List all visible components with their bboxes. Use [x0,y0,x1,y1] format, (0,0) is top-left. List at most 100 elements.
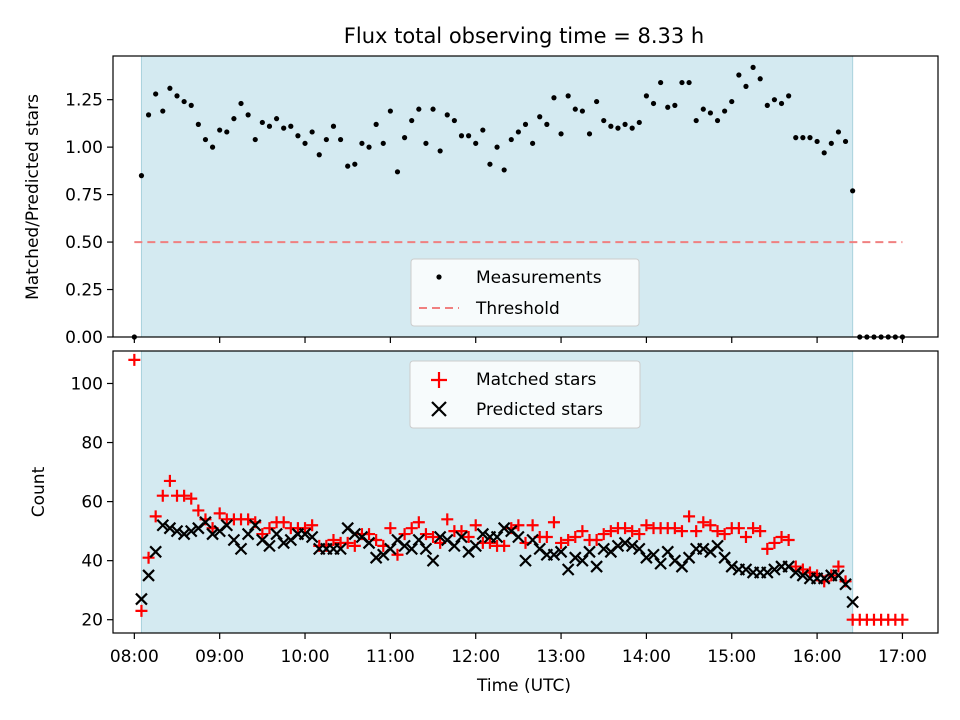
bottom-ytick-label: 100 [71,374,103,394]
predicted-star-point [640,551,653,564]
top-x-ticks [133,337,904,343]
measurement-point [487,161,493,167]
predicted-star-point [711,539,724,553]
measurement-point [530,140,536,146]
matched-star-point [547,516,560,529]
measurement-point [323,136,329,143]
predicted-star-point [149,545,162,559]
measurement-point [544,121,550,127]
measurement-point [771,97,778,103]
measurement-point [416,106,422,112]
measurement-point [636,119,642,126]
bottom-legend: Matched stars Predicted stars [409,360,641,429]
bottom-panel: 20 40 60 80 100 08:00 09:00 10:00 11:00 12:00 13:… [29,350,939,696]
chart-title: Flux total observing time = 8.33 h [344,24,704,48]
matched-star-point [398,528,411,541]
measurement-point [757,76,763,82]
measurement-point [409,117,415,124]
bottom-ytick-label: 20 [81,611,103,631]
predicted-star-point [220,518,234,532]
matched-star-point [789,560,802,573]
predicted-star-point [426,554,440,567]
measurement-point [494,144,500,150]
matched-star-point [782,533,795,546]
measurement-point [188,102,194,108]
predicted-star-point [583,545,596,559]
measurement-point [850,188,856,194]
measurement-point [793,135,799,141]
predicted-star-point [277,536,290,550]
predicted-star-point [163,521,177,535]
measurement-point [480,127,486,133]
matched-star-point [412,516,425,529]
predicted-star-point [512,530,525,544]
matched-star-point [555,536,568,549]
matched-star-point [455,525,468,538]
measurement-point [842,138,849,145]
bottom-y-axis-label: Count [29,466,49,517]
predicted-star-point [789,566,803,579]
measurement-point [828,140,834,146]
matched-star-point [633,528,646,541]
xtick-label: 12:00 [451,647,500,667]
measurement-point [209,144,216,150]
measurement-point [295,133,301,139]
predicted-star-point [433,530,447,544]
measurement-point [508,136,514,143]
measurement-point [337,136,344,143]
measurement-point [743,83,749,89]
matched-star-point [384,522,397,535]
measurement-point [729,98,735,105]
matched-star-point [540,531,553,544]
measurement-point [373,121,379,127]
matched-star-point [747,522,760,535]
matched-star-point [675,525,688,538]
legend-matched-marker [431,372,447,388]
predicted-star-point [768,563,781,576]
measurement-point [814,138,820,145]
predicted-star-point [455,530,468,544]
top-panel: 0.00 0.25 0.50 0.75 1.00 1.25 Matched/Predict… [23,55,939,348]
measurement-point [195,121,201,127]
predicted-star-point [448,539,461,553]
predicted-star-point [298,527,312,541]
matched-star-point [419,528,432,541]
measurement-point [394,169,401,175]
measurement-point [273,116,280,122]
bottom-ytick-label: 80 [81,434,103,454]
predicted-star-point [597,542,611,556]
matched-star-point [128,353,141,366]
legend-matched-label: Matched stars [476,370,596,390]
predicted-star-point [561,563,575,576]
measurement-point [345,163,351,169]
predicted-star-point [362,536,376,550]
predicted-star-point [412,533,426,547]
measurement-point [458,133,465,139]
predicted-star-point [725,560,739,573]
matched-star-point [341,536,354,549]
measurement-point [437,148,443,154]
matched-star-point [512,519,525,532]
measurement-point [224,129,230,135]
measurement-point [821,150,827,156]
predicted-star-point [206,527,219,541]
matched-star-point [732,522,745,535]
measurement-point [601,117,607,124]
predicted-star-point [697,542,710,556]
predicted-star-point [718,551,731,564]
measurement-point [750,64,756,70]
predicted-star-point [569,551,582,564]
top-ytick-label: 0.25 [65,281,103,301]
predicted-star-point [177,527,191,541]
predicted-star-point [547,548,561,562]
matched-star-point [163,474,176,487]
measurement-point [565,93,571,99]
measurement-point [800,135,806,141]
matched-star-point [299,522,312,535]
measurement-point [153,91,159,97]
predicted-star-point [142,569,155,582]
matched-star-point [213,507,226,520]
matched-star-point [327,533,340,546]
matched-star-point [590,533,603,546]
bottom-x-ticks: 08:00 09:00 10:00 11:00 12:00 13:00 14:00 15:00… [110,633,927,667]
